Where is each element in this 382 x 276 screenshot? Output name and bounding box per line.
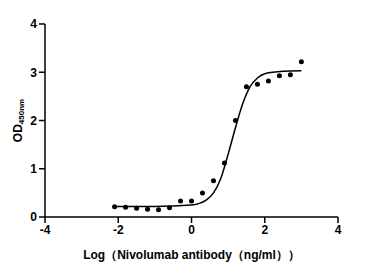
svg-text:-2: -2	[113, 223, 124, 237]
svg-text:OD450nm: OD450nm	[11, 99, 26, 142]
svg-text:0: 0	[188, 223, 195, 237]
svg-text:0: 0	[30, 210, 37, 224]
svg-text:3: 3	[30, 66, 37, 80]
svg-text:4: 4	[30, 17, 37, 31]
svg-text:-4: -4	[40, 223, 51, 237]
svg-text:2: 2	[261, 223, 268, 237]
svg-text:2: 2	[30, 114, 37, 128]
svg-text:4: 4	[335, 223, 342, 237]
svg-text:Log（Nivolumab antibody（ng/ml））: Log（Nivolumab antibody（ng/ml））	[83, 248, 300, 262]
svg-text:1: 1	[30, 162, 37, 176]
